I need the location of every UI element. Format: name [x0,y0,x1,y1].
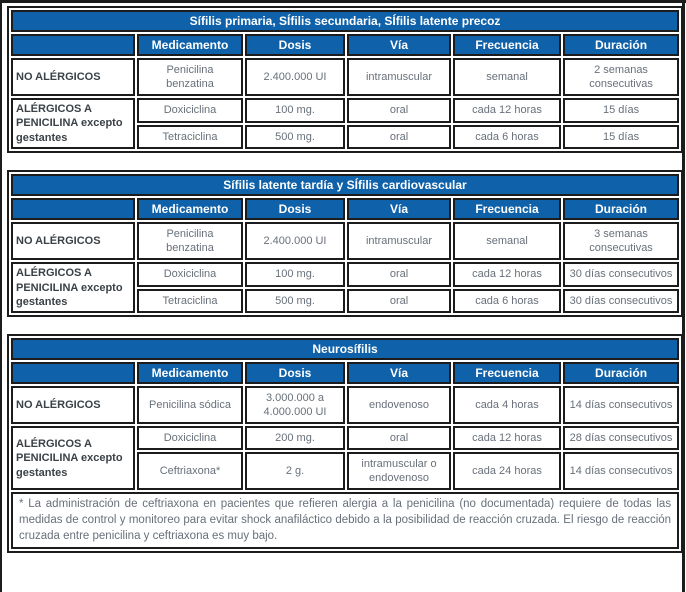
cell-dosis: 500 mg. [245,124,345,150]
cell-duracion: 28 días consecutivos [563,426,680,451]
cell-dosis: 3.000.000 a 4.000.000 UI [245,386,345,425]
col-header-empty [11,34,135,56]
cell-duracion: 30 días consecutivos [563,288,680,314]
cell-duracion: 30 días consecutivos [563,262,680,287]
cell-medicamento: Doxiciclina [137,98,243,123]
col-header-dosis: Dosis [245,198,345,221]
cell-dosis: 100 mg. [245,98,345,123]
col-header-medicamento: Medicamento [137,362,243,385]
col-header-medicamento: Medicamento [137,198,243,221]
table-header-row: Medicamento Dosis Vía Frecuencia Duració… [11,34,680,56]
cell-frecuencia: cada 12 horas [453,426,561,451]
cell-via: oral [347,288,451,314]
cell-medicamento: Ceftriaxona* [137,452,243,491]
cell-via: oral [347,426,451,451]
table-row: NO ALÉRGICOS Penicilina benzatina 2.400.… [11,222,680,261]
table-title: Sífilis latente tardía y SÍfilis cardiov… [11,174,680,197]
row-group-label-alergicos: ALÉRGICOS A PENICILINA excepto gestantes [11,262,135,314]
page-content: Sífilis primaria, SÍfilis secundaria, SÍ… [7,6,684,554]
row-group-label-no-alergicos: NO ALÉRGICOS [11,222,135,261]
col-header-empty [11,362,135,385]
row-group-label-alergicos: ALÉRGICOS A PENICILINA excepto gestantes [11,98,135,150]
col-header-dosis: Dosis [245,34,345,56]
cell-frecuencia: cada 12 horas [453,262,561,287]
col-header-dosis: Dosis [245,362,345,385]
page-frame-top-line [0,0,686,3]
cell-frecuencia: cada 24 horas [453,452,561,491]
footnote-text: * La administración de ceftriaxona en pa… [11,492,680,550]
cell-dosis: 500 mg. [245,288,345,314]
cell-frecuencia: semanal [453,58,561,97]
table-header-row: Medicamento Dosis Vía Frecuencia Duració… [11,362,680,385]
cell-via: intramuscular [347,222,451,261]
cell-duracion: 15 días [563,98,680,123]
cell-frecuencia: cada 12 horas [453,98,561,123]
cell-medicamento: Tetraciclina [137,124,243,150]
cell-duracion: 15 días [563,124,680,150]
cell-duracion: 14 días consecutivos [563,386,680,425]
table-row: Tetraciclina 500 mg. oral cada 6 horas 1… [11,124,680,150]
row-group-label-no-alergicos: NO ALÉRGICOS [11,58,135,97]
cell-via: intramuscular [347,58,451,97]
table-header-row: Medicamento Dosis Vía Frecuencia Duració… [11,198,680,221]
cell-medicamento: Penicilina benzatina [137,222,243,261]
table-row: ALÉRGICOS A PENICILINA excepto gestantes… [11,426,680,491]
cell-dosis: 2 g. [245,452,345,491]
cell-medicamento: Doxiciclina [137,426,243,451]
table-title: Neurosífilis [11,338,680,361]
cell-dosis: 2.400.000 UI [245,222,345,261]
cell-frecuencia: cada 6 horas [453,288,561,314]
col-header-duracion: Duración [563,362,680,385]
cell-via: intramuscular o endovenoso [347,452,451,491]
table-sifilis-latente-tardia-cardiovascular: Sífilis latente tardía y SÍfilis cardiov… [7,170,684,318]
cell-dosis: 200 mg. [245,426,345,451]
table-row: NO ALÉRGICOS Penicilina benzatina 2.400.… [11,58,680,97]
cell-via: oral [347,262,451,287]
cell-frecuencia: semanal [453,222,561,261]
table-title-row: Sífilis latente tardía y SÍfilis cardiov… [11,174,680,197]
cell-via: endovenoso [347,386,451,425]
col-header-via: Vía [347,362,451,385]
col-header-medicamento: Medicamento [137,34,243,56]
table-title: Sífilis primaria, SÍfilis secundaria, SÍ… [11,10,680,32]
row-group-label-no-alergicos: NO ALÉRGICOS [11,386,135,425]
cell-via: oral [347,124,451,150]
table-row: ALÉRGICOS A PENICILINA excepto gestantes… [11,98,680,150]
row-group-label-alergicos: ALÉRGICOS A PENICILINA excepto gestantes [11,426,135,491]
cell-medicamento: Penicilina sódica [137,386,243,425]
cell-medicamento: Doxiciclina [137,262,243,287]
col-header-frecuencia: Frecuencia [453,362,561,385]
table-row: NO ALÉRGICOS Penicilina sódica 3.000.000… [11,386,680,425]
cell-dosis: 2.400.000 UI [245,58,345,97]
col-header-via: Vía [347,198,451,221]
page-frame-left-line [0,0,2,592]
col-header-duracion: Duración [563,34,680,56]
cell-via: oral [347,98,451,123]
cell-medicamento: Tetraciclina [137,288,243,314]
cell-duracion: 2 semanas consecutivas [563,58,680,97]
cell-duracion: 14 días consecutivos [563,452,680,491]
table-title-row: Neurosífilis [11,338,680,361]
col-header-frecuencia: Frecuencia [453,198,561,221]
cell-duracion: 3 semanas consecutivas [563,222,680,261]
cell-frecuencia: cada 6 horas [453,124,561,150]
col-header-via: Vía [347,34,451,56]
table-row: ALÉRGICOS A PENICILINA excepto gestantes… [11,262,680,314]
col-header-duracion: Duración [563,198,680,221]
page-frame-right-line [682,0,685,592]
table-sifilis-primaria-secundaria-precoz: Sífilis primaria, SÍfilis secundaria, SÍ… [7,6,684,154]
table-title-row: Sífilis primaria, SÍfilis secundaria, SÍ… [11,10,680,32]
cell-frecuencia: cada 4 horas [453,386,561,425]
cell-medicamento: Penicilina benzatina [137,58,243,97]
table-row: Tetraciclina 500 mg. oral cada 6 horas 3… [11,288,680,314]
col-header-empty [11,198,135,221]
col-header-frecuencia: Frecuencia [453,34,561,56]
table-footnote-row: * La administración de ceftriaxona en pa… [11,492,680,550]
table-neurosifilis: Neurosífilis Medicamento Dosis Vía Frecu… [7,334,684,554]
cell-dosis: 100 mg. [245,262,345,287]
table-row: Ceftriaxona* 2 g. intramuscular o endove… [11,452,680,491]
